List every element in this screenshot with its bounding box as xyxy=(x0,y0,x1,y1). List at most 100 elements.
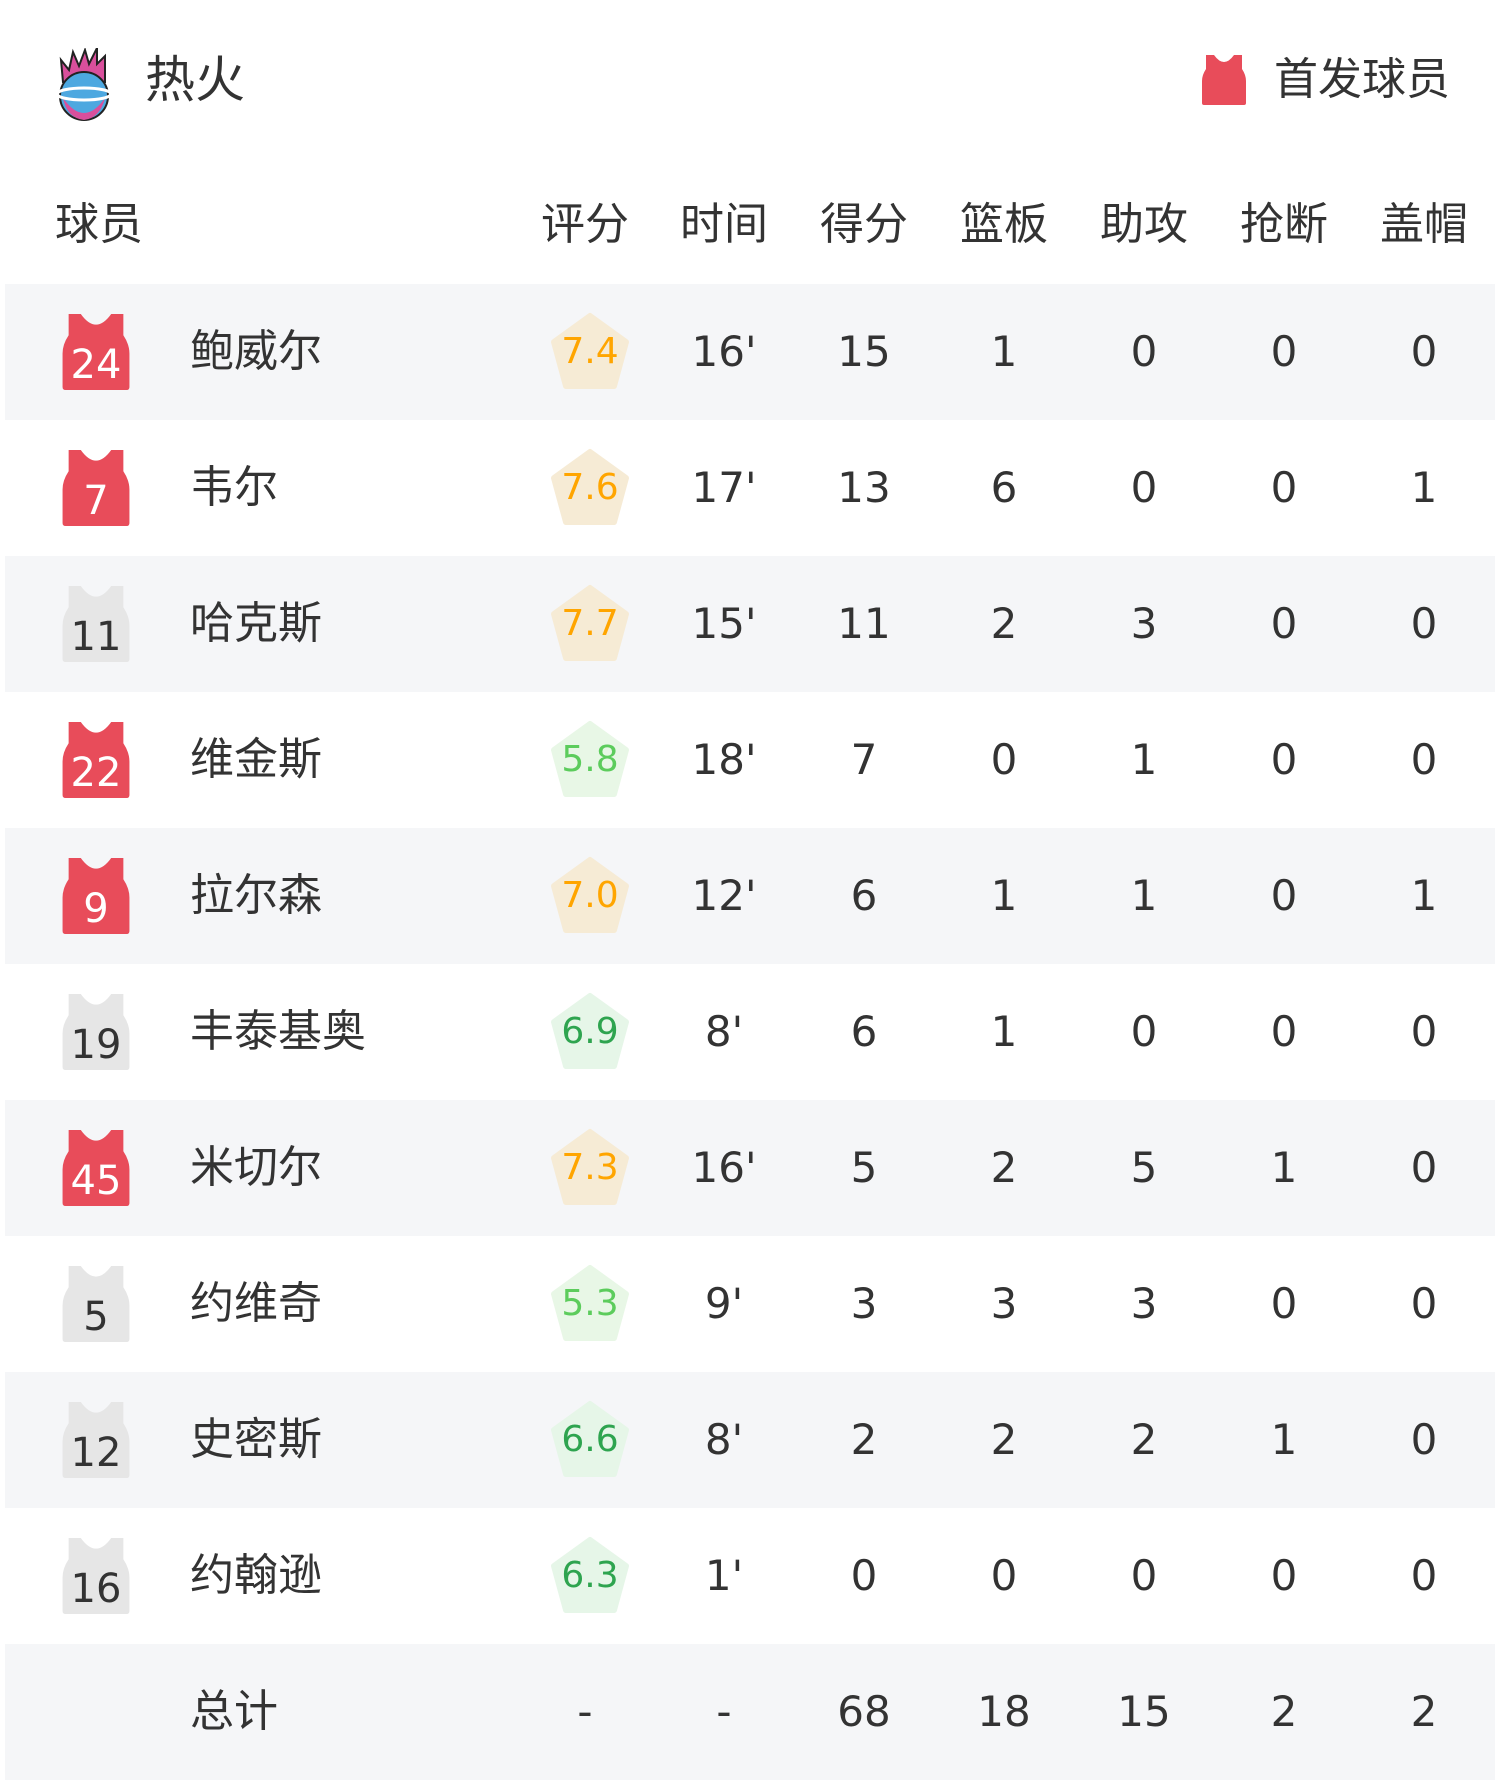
player-row[interactable]: 5 约维奇 5.3 9' 3 3 3 0 0 xyxy=(5,1236,1495,1372)
jersey-number: 22 xyxy=(70,750,122,796)
stat-reb: 1 xyxy=(990,327,1018,376)
player-name[interactable]: 丰泰基奥 xyxy=(190,1006,366,1057)
stat-stl: 0 xyxy=(1270,1279,1298,1328)
player-name[interactable]: 维金斯 xyxy=(190,734,322,785)
player-name[interactable]: 史密斯 xyxy=(190,1414,322,1465)
stat-blk: 0 xyxy=(1410,327,1438,376)
jersey-number: 12 xyxy=(70,1430,122,1476)
rating-value: 5.8 xyxy=(561,739,619,780)
pentagon-icon xyxy=(551,449,629,525)
red-jersey-icon xyxy=(1202,55,1246,105)
stat-ast: 0 xyxy=(1130,327,1158,376)
player-row[interactable]: 22 维金斯 5.8 18' 7 0 1 0 0 xyxy=(5,692,1495,828)
rating-badge: 6.3 xyxy=(550,1536,630,1616)
pentagon-icon xyxy=(551,1401,629,1477)
bench-jersey-icon: 5 xyxy=(61,1266,131,1342)
rating-badge: 7.4 xyxy=(550,312,630,392)
starter-jersey-icon: 22 xyxy=(61,722,131,798)
column-header-assists[interactable]: 助攻 xyxy=(1100,199,1188,250)
stat-blk: 0 xyxy=(1410,1279,1438,1328)
jersey-number: 9 xyxy=(83,886,109,932)
stat-blk: 0 xyxy=(1410,1007,1438,1056)
player-name[interactable]: 约翰逊 xyxy=(190,1550,322,1601)
bench-jersey-icon: 11 xyxy=(61,586,131,662)
stat-ast: 0 xyxy=(1130,1551,1158,1600)
rating-badge: 5.3 xyxy=(550,1264,630,1344)
totals-row: 总计 - - 68 18 15 2 2 xyxy=(5,1644,1495,1780)
jersey-number: 5 xyxy=(83,1294,109,1340)
starter-legend: 首发球员 xyxy=(1202,50,1450,110)
stat-ast: 0 xyxy=(1130,463,1158,512)
column-headers: 球员 评分 时间 得分 篮板 助攻 抢断 盖帽 xyxy=(0,190,1500,260)
pentagon-icon xyxy=(551,993,629,1069)
column-header-steals[interactable]: 抢断 xyxy=(1240,199,1328,250)
stat-blk: 0 xyxy=(1410,1415,1438,1464)
rating-badge: 7.7 xyxy=(550,584,630,664)
player-row[interactable]: 16 约翰逊 6.3 1' 0 0 0 0 0 xyxy=(5,1508,1495,1644)
pentagon-icon xyxy=(551,313,629,389)
jersey-number: 11 xyxy=(70,614,122,660)
player-row[interactable]: 24 鲍威尔 7.4 16' 15 1 0 0 0 xyxy=(5,284,1495,420)
stat-pts: 15 xyxy=(837,327,891,376)
total-ast: 15 xyxy=(1117,1687,1171,1736)
player-row[interactable]: 12 史密斯 6.6 8' 2 2 2 1 0 xyxy=(5,1372,1495,1508)
legend-label: 首发球员 xyxy=(1274,54,1450,105)
rating-value: 6.9 xyxy=(561,1011,619,1052)
stat-pts: 6 xyxy=(850,871,878,920)
stat-stl: 1 xyxy=(1270,1415,1298,1464)
stat-time: 15' xyxy=(691,599,757,648)
pentagon-icon xyxy=(551,1537,629,1613)
total-stl: 2 xyxy=(1270,1687,1298,1736)
stat-stl: 0 xyxy=(1270,1551,1298,1600)
column-header-points[interactable]: 得分 xyxy=(820,199,908,250)
rating-badge: 7.0 xyxy=(550,856,630,936)
column-header-player[interactable]: 球员 xyxy=(55,199,143,250)
rating-value: 7.4 xyxy=(561,331,619,372)
team-name: 热火 xyxy=(145,51,245,109)
stat-reb: 2 xyxy=(990,1415,1018,1464)
stat-stl: 0 xyxy=(1270,871,1298,920)
column-header-time[interactable]: 时间 xyxy=(680,199,768,250)
stat-pts: 6 xyxy=(850,1007,878,1056)
stat-time: 8' xyxy=(704,1007,744,1056)
player-row[interactable]: 9 拉尔森 7.0 12' 6 1 1 0 1 xyxy=(5,828,1495,964)
player-row[interactable]: 45 米切尔 7.3 16' 5 2 5 1 0 xyxy=(5,1100,1495,1236)
column-header-blocks[interactable]: 盖帽 xyxy=(1380,199,1468,250)
player-row[interactable]: 11 哈克斯 7.7 15' 11 2 3 0 0 xyxy=(5,556,1495,692)
rating-value: 6.6 xyxy=(561,1419,619,1460)
pentagon-icon xyxy=(551,1129,629,1205)
stat-time: 12' xyxy=(691,871,757,920)
rating-badge: 7.6 xyxy=(550,448,630,528)
bench-jersey-icon: 12 xyxy=(61,1402,131,1478)
rating-value: 7.6 xyxy=(561,467,619,508)
starter-jersey-icon: 9 xyxy=(61,858,131,934)
stat-ast: 0 xyxy=(1130,1007,1158,1056)
stat-ast: 1 xyxy=(1130,871,1158,920)
player-row[interactable]: 19 丰泰基奥 6.9 8' 6 1 0 0 0 xyxy=(5,964,1495,1100)
stat-blk: 0 xyxy=(1410,1551,1438,1600)
stat-time: 16' xyxy=(691,327,757,376)
rating-badge: 6.9 xyxy=(550,992,630,1072)
column-header-rebounds[interactable]: 篮板 xyxy=(960,199,1048,250)
jersey-number: 7 xyxy=(83,478,109,524)
player-name[interactable]: 韦尔 xyxy=(190,462,278,513)
player-name[interactable]: 约维奇 xyxy=(190,1278,322,1329)
starter-jersey-icon: 7 xyxy=(61,450,131,526)
stat-ast: 3 xyxy=(1130,599,1158,648)
heat-logo-icon xyxy=(55,48,113,121)
stat-ast: 2 xyxy=(1130,1415,1158,1464)
column-header-rating[interactable]: 评分 xyxy=(541,199,629,250)
bench-jersey-icon: 19 xyxy=(61,994,131,1070)
totals-label: 总计 xyxy=(190,1686,278,1737)
player-name[interactable]: 哈克斯 xyxy=(190,598,322,649)
starter-jersey-icon: 24 xyxy=(61,314,131,390)
jersey-number: 19 xyxy=(70,1022,122,1068)
pentagon-icon xyxy=(551,857,629,933)
stat-time: 1' xyxy=(704,1551,744,1600)
stat-reb: 0 xyxy=(990,735,1018,784)
player-name[interactable]: 拉尔森 xyxy=(190,870,322,921)
player-name[interactable]: 鲍威尔 xyxy=(190,326,322,377)
stat-time: 16' xyxy=(691,1143,757,1192)
player-row[interactable]: 7 韦尔 7.6 17' 13 6 0 0 1 xyxy=(5,420,1495,556)
player-name[interactable]: 米切尔 xyxy=(190,1142,322,1193)
